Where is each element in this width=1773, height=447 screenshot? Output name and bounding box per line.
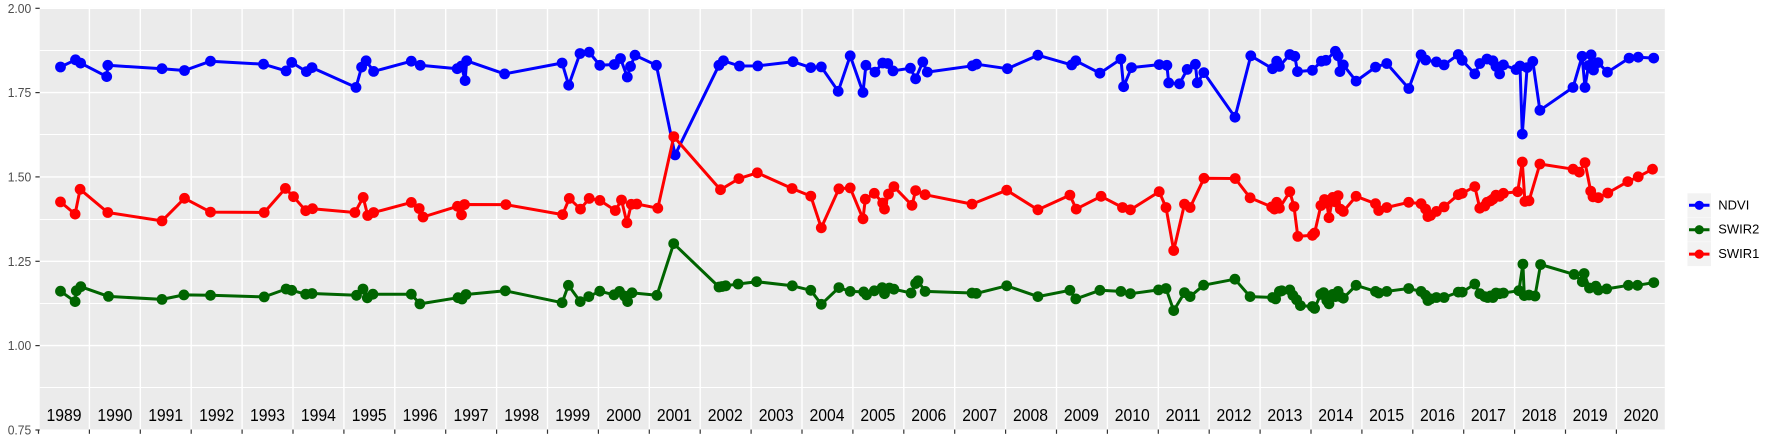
svg-text:1989: 1989 (47, 405, 82, 425)
svg-text:2013: 2013 (1267, 405, 1302, 425)
svg-text:SWIR1: SWIR1 (1718, 246, 1759, 261)
svg-text:2015: 2015 (1369, 405, 1404, 425)
svg-text:1991: 1991 (148, 405, 183, 425)
svg-text:1.00: 1.00 (8, 339, 32, 353)
svg-text:1995: 1995 (352, 405, 387, 425)
svg-text:1996: 1996 (403, 405, 438, 425)
svg-text:1.25: 1.25 (8, 255, 32, 269)
svg-text:2018: 2018 (1522, 405, 1557, 425)
svg-text:2016: 2016 (1420, 405, 1455, 425)
svg-text:1998: 1998 (504, 405, 539, 425)
svg-text:2010: 2010 (1115, 405, 1150, 425)
svg-text:1990: 1990 (97, 405, 132, 425)
svg-text:SWIR2: SWIR2 (1718, 222, 1759, 237)
svg-text:2000: 2000 (606, 405, 641, 425)
svg-text:2004: 2004 (810, 405, 845, 425)
svg-text:2014: 2014 (1318, 405, 1353, 425)
svg-text:2005: 2005 (860, 405, 895, 425)
svg-text:2003: 2003 (759, 405, 794, 425)
svg-text:2.00: 2.00 (8, 2, 32, 16)
svg-text:2007: 2007 (962, 405, 997, 425)
svg-text:1999: 1999 (555, 405, 590, 425)
svg-text:2009: 2009 (1064, 405, 1099, 425)
svg-text:2006: 2006 (911, 405, 946, 425)
svg-text:1.75: 1.75 (8, 86, 32, 100)
svg-text:2017: 2017 (1471, 405, 1506, 425)
svg-text:0.75: 0.75 (8, 424, 32, 438)
svg-text:2011: 2011 (1166, 405, 1201, 425)
svg-text:2002: 2002 (708, 405, 743, 425)
svg-text:1997: 1997 (454, 405, 489, 425)
svg-text:2008: 2008 (1013, 405, 1048, 425)
svg-text:2020: 2020 (1624, 405, 1659, 425)
svg-text:2012: 2012 (1217, 405, 1252, 425)
svg-text:2001: 2001 (657, 405, 692, 425)
svg-text:NDVI: NDVI (1718, 197, 1749, 212)
svg-text:2019: 2019 (1573, 405, 1608, 425)
svg-text:1.50: 1.50 (8, 171, 32, 185)
svg-text:1992: 1992 (199, 405, 234, 425)
svg-text:1993: 1993 (250, 405, 285, 425)
svg-text:1994: 1994 (301, 405, 336, 425)
